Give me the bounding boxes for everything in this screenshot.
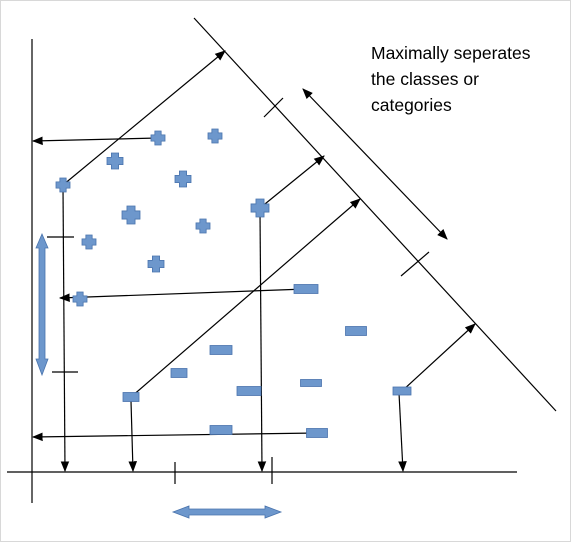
projection-to-xaxis-1: [60, 186, 70, 473]
rectangle-marker: [293, 284, 319, 294]
projection-to-xaxis-2: [128, 400, 138, 473]
rectangle-marker: [345, 326, 367, 336]
rectangle-marker: [209, 425, 233, 435]
plus-marker: [55, 177, 71, 193]
plus-marker: [72, 291, 88, 307]
class-a-markers: [55, 128, 270, 307]
annotation-text: Maximally seperates the classes or categ…: [371, 40, 561, 118]
annotation-line-1: Maximally seperates: [371, 43, 531, 63]
margin-width-arrow: [302, 88, 448, 240]
projection-to-yaxis-1: [31, 136, 159, 146]
projection-to-yaxis-3: [31, 432, 318, 442]
projection-to-xaxis-4: [398, 392, 407, 473]
projection-to-yaxis-2: [58, 288, 307, 302]
plus-marker: [207, 128, 223, 144]
rectangle-marker: [209, 345, 233, 355]
plus-marker: [106, 152, 124, 170]
projection-to-diagonal-2: [259, 155, 325, 209]
rectangle-marker: [170, 368, 188, 378]
margin-tick-upper: [263, 97, 284, 118]
projection-to-diagonal-1: [62, 50, 226, 186]
plus-marker: [250, 198, 270, 218]
plus-marker: [150, 130, 166, 146]
rectangle-marker: [300, 379, 322, 387]
projection-to-diagonal-3: [130, 198, 361, 398]
margin-tick-lower: [400, 251, 430, 277]
plus-marker: [174, 170, 192, 188]
projection-to-xaxis-3: [257, 211, 267, 473]
horizontal-spread-arrow: [171, 505, 283, 519]
plus-marker: [121, 205, 141, 225]
vertical-spread-arrow: [35, 232, 49, 377]
rectangle-marker: [236, 386, 262, 396]
annotation-line-3: categories: [371, 95, 452, 115]
annotation-line-2: the classes or: [371, 69, 479, 89]
plus-marker: [81, 234, 97, 250]
plus-marker: [147, 255, 165, 273]
rectangle-marker: [392, 386, 412, 396]
projection-to-diagonal-4: [401, 323, 476, 392]
class-b-markers: [122, 284, 412, 438]
rectangle-marker: [122, 392, 140, 402]
rectangle-marker: [306, 428, 328, 438]
plus-marker: [195, 218, 211, 234]
